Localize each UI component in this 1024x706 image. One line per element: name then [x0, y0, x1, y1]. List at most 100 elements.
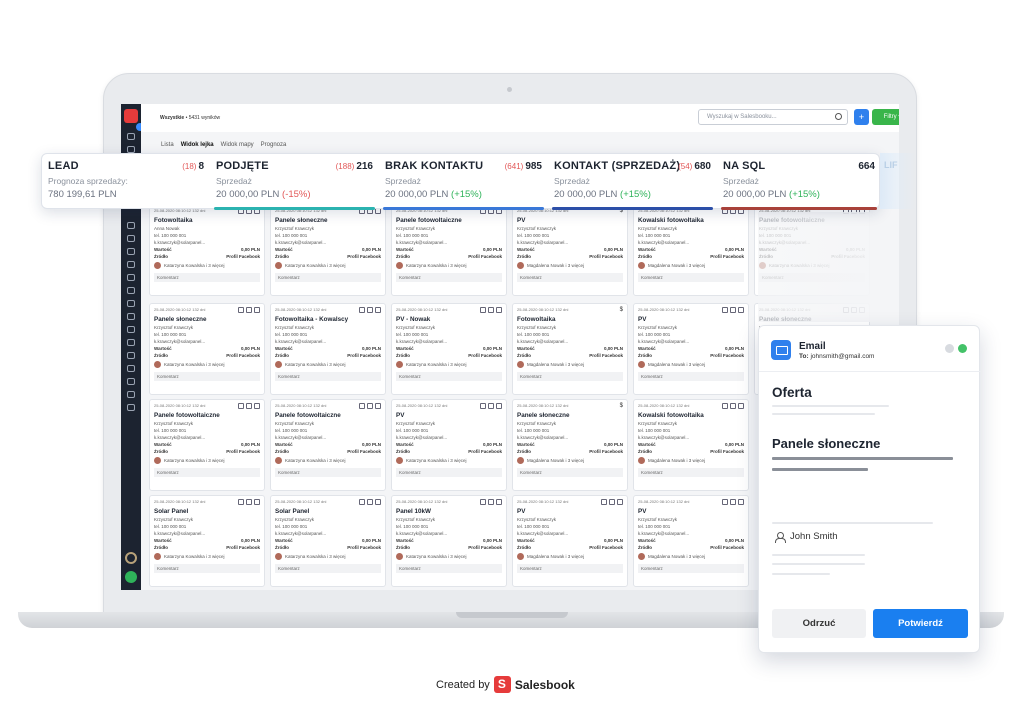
mail-icon[interactable]	[496, 499, 502, 505]
calendar-icon[interactable]	[730, 403, 736, 409]
card-comment[interactable]: Komentarz	[396, 372, 502, 381]
bell-icon[interactable]	[127, 352, 135, 359]
deal-card[interactable]: 25-08-2020 08:10:12 132 dni $ PV Krzysztof …	[512, 204, 628, 296]
stage-brak-kontaktu[interactable]: BRAK KONTAKTU (641) 985 Sprzedaż 20 000,0…	[379, 154, 548, 210]
minimize-dot-icon[interactable]	[945, 344, 954, 353]
mail-icon[interactable]	[738, 403, 744, 409]
building-icon[interactable]	[127, 274, 135, 281]
stage-lead[interactable]: LEAD (18) 8 Prognoza sprzedaży: 780 199,6…	[42, 154, 210, 210]
task-icon[interactable]	[480, 307, 486, 313]
calendar-icon[interactable]	[246, 307, 252, 313]
contact-name[interactable]: John Smith	[790, 531, 838, 542]
card-comment[interactable]: Komentarz	[517, 468, 623, 477]
card-comment[interactable]: Komentarz	[517, 564, 623, 573]
deal-card[interactable]: 25-08-2020 08:10:12 132 dni Solar Panel Kr…	[149, 495, 265, 587]
tab-funnel[interactable]: Widok lejka	[180, 142, 214, 148]
task-icon[interactable]	[480, 403, 486, 409]
deal-card[interactable]: 25-08-2020 08:10:12 132 dni $ Fotowoltaika…	[512, 303, 628, 395]
task-icon[interactable]	[480, 499, 486, 505]
deal-card[interactable]: 25-08-2020 08:10:12 132 dni Panel 10kW Krz…	[391, 495, 507, 587]
calendar-icon[interactable]	[609, 499, 615, 505]
deal-card[interactable]: 25-08-2020 08:10:12 132 dni PV Krzysztof K…	[633, 495, 749, 587]
task-icon[interactable]	[238, 403, 244, 409]
megaphone-icon[interactable]	[127, 391, 135, 398]
stage-na-sql[interactable]: NA SQL 664 Sprzedaż 20 000,00 PLN (+15%)	[717, 154, 881, 210]
task-icon[interactable]	[722, 403, 728, 409]
card-comment[interactable]: Komentarz	[638, 273, 744, 282]
deal-card[interactable]: 25-08-2020 08:10:12 132 dni PV Krzysztof K…	[391, 399, 507, 491]
task-icon[interactable]	[359, 307, 365, 313]
deal-card[interactable]: 25-08-2020 08:10:12 132 dni PV - Nowak Krz…	[391, 303, 507, 395]
card-comment[interactable]: Komentarz	[275, 564, 381, 573]
card-comment[interactable]: Komentarz	[396, 564, 502, 573]
calendar-icon[interactable]	[488, 307, 494, 313]
card-comment[interactable]: Komentarz	[275, 372, 381, 381]
deal-card[interactable]: 25-08-2020 08:10:12 132 dni PV Krzysztof K…	[633, 303, 749, 395]
card-comment[interactable]: Komentarz	[275, 468, 381, 477]
document-icon[interactable]	[127, 365, 135, 372]
card-comment[interactable]: Komentarz	[517, 372, 623, 381]
card-comment[interactable]: Komentarz	[154, 372, 260, 381]
deal-card[interactable]: 25-08-2020 08:10:12 132 dni Panele słonec…	[149, 303, 265, 395]
calendar-icon[interactable]	[367, 307, 373, 313]
mail-icon[interactable]	[496, 403, 502, 409]
salesbook-logo-icon[interactable]	[124, 109, 138, 123]
mail-icon[interactable]	[375, 307, 381, 313]
calendar-icon[interactable]	[367, 499, 373, 505]
stage-podjete[interactable]: PODJĘTE (188) 216 Sprzedaż 20 000,00 PLN …	[210, 154, 379, 210]
card-comment[interactable]: Komentarz	[638, 564, 744, 573]
deal-card[interactable]: 25-08-2020 08:10:12 132 dni Panele fotowo…	[391, 204, 507, 296]
calendar-icon[interactable]	[488, 499, 494, 505]
card-comment[interactable]: Komentarz	[396, 468, 502, 477]
mail-icon[interactable]	[496, 307, 502, 313]
tab-map[interactable]: Widok mapy	[220, 142, 254, 148]
card-comment[interactable]: Komentarz	[275, 273, 381, 282]
filters-button[interactable]: Filtry ▾	[872, 109, 899, 125]
breadcrumb-root[interactable]: Wszystkie	[160, 115, 185, 121]
card-comment[interactable]: Komentarz	[154, 273, 260, 282]
reject-button[interactable]: Odrzuć	[772, 609, 866, 638]
search-icon[interactable]	[835, 113, 842, 120]
confirm-button[interactable]: Potwierdź	[873, 609, 968, 638]
user-avatar-icon[interactable]	[125, 552, 137, 564]
card-comment[interactable]: Komentarz	[154, 564, 260, 573]
calendar-icon[interactable]	[246, 499, 252, 505]
task-icon[interactable]	[601, 499, 607, 505]
status-online-icon[interactable]	[125, 571, 137, 583]
calendar-icon[interactable]	[730, 499, 736, 505]
calendar-icon[interactable]	[246, 403, 252, 409]
tab-list[interactable]: Lista	[161, 142, 174, 148]
card-comment[interactable]: Komentarz	[638, 372, 744, 381]
status-dot-icon[interactable]	[958, 344, 967, 353]
folder-icon[interactable]	[127, 235, 135, 242]
calendar-icon[interactable]	[730, 307, 736, 313]
calendar-icon[interactable]	[367, 403, 373, 409]
card-comment[interactable]: Komentarz	[517, 273, 623, 282]
target-icon[interactable]	[127, 313, 135, 320]
task-icon[interactable]	[238, 499, 244, 505]
mail-icon[interactable]	[254, 403, 260, 409]
task-icon[interactable]	[722, 307, 728, 313]
users-icon[interactable]	[127, 378, 135, 385]
deal-card[interactable]: 25-08-2020 08:10:12 132 dni $ Panele słone…	[512, 399, 628, 491]
settings-icon[interactable]	[127, 261, 135, 268]
mail-icon[interactable]	[738, 499, 744, 505]
task-icon[interactable]	[359, 403, 365, 409]
box-icon[interactable]	[127, 339, 135, 346]
stage-kontakt-sprzedaz[interactable]: KONTAKT (SPRZEDAŻ) (54) 680 Sprzedaż 20 0…	[548, 154, 717, 210]
card-comment[interactable]: Komentarz	[638, 468, 744, 477]
search-input[interactable]: Wyszukaj w Salesbooku...	[698, 109, 848, 125]
deal-card[interactable]: 25-08-2020 08:10:12 132 dni Kowalski foto…	[633, 399, 749, 491]
deal-card[interactable]: 25-08-2020 08:10:12 132 dni Panele fotowo…	[270, 399, 386, 491]
card-comment[interactable]: Komentarz	[396, 273, 502, 282]
mail-icon[interactable]	[738, 307, 744, 313]
deal-card[interactable]: 25-08-2020 08:10:12 132 dni Panele słonec…	[270, 204, 386, 296]
deal-card[interactable]: 25-08-2020 08:10:12 132 dni Fotowoltaika A…	[149, 204, 265, 296]
calendar-icon[interactable]	[488, 403, 494, 409]
mail-icon[interactable]	[254, 307, 260, 313]
card-comment[interactable]: Komentarz	[154, 468, 260, 477]
chart-icon[interactable]	[127, 146, 135, 153]
tab-forecast[interactable]: Prognoza	[260, 142, 287, 148]
gear-icon[interactable]	[127, 404, 135, 411]
briefcase-icon[interactable]	[127, 287, 135, 294]
